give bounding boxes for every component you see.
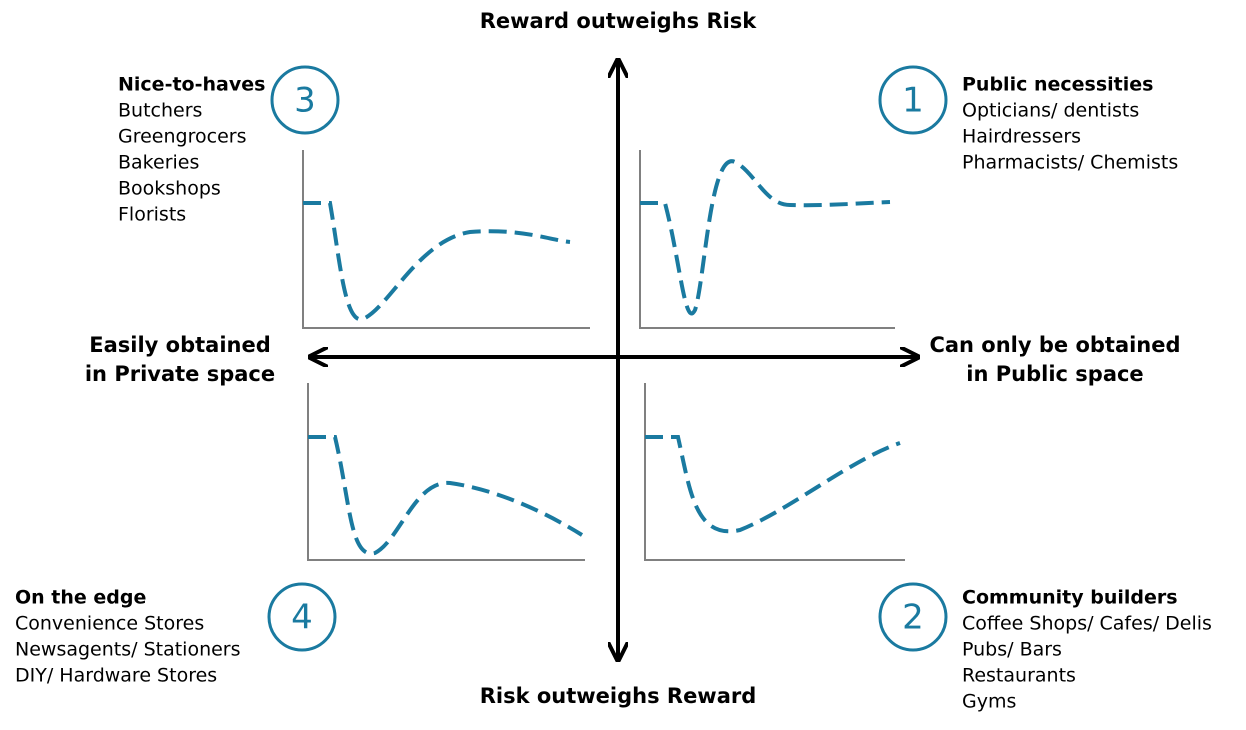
quadrant-item: Hairdressers [962, 126, 1081, 148]
quadrant-title: Community builders [962, 587, 1178, 609]
mini-chart [644, 383, 905, 561]
quadrant-item: Florists [118, 204, 186, 226]
axis-bottom-label: Risk outweighs Reward [480, 684, 757, 708]
axis-left-label: in Private space [85, 362, 275, 386]
quadrant-item: Gyms [962, 691, 1016, 713]
axis-right-label: in Public space [966, 362, 1143, 386]
axis-right-label: Can only be obtained [929, 333, 1180, 357]
quadrant-badge [267, 582, 337, 652]
quadrant-badge [878, 582, 948, 652]
quadrant-title: Nice-to-haves [118, 74, 265, 96]
mini-chart [302, 150, 590, 329]
quadrant-badge [270, 65, 340, 135]
quadrant-item: Bakeries [118, 152, 199, 174]
quadrant-item: Pharmacists/ Chemists [962, 152, 1178, 174]
quadrant-item: Greengrocers [118, 126, 246, 148]
quadrant-badge [878, 65, 948, 135]
axis-left-label: Easily obtained [89, 333, 271, 357]
quadrant-title: Public necessities [962, 74, 1153, 96]
quadrant-item: Restaurants [962, 665, 1076, 687]
quadrant-labels: 1 Public necessities Opticians/ dentists Ha… [15, 65, 1212, 713]
quadrant-number: 2 [902, 598, 924, 638]
quadrant-number: 1 [902, 81, 924, 121]
quadrant-number: 4 [291, 598, 313, 638]
axis-top-label: Reward outweighs Risk [480, 9, 758, 33]
quadrant-item: Bookshops [118, 178, 221, 200]
quadrant-item: Opticians/ dentists [962, 100, 1139, 122]
mini-chart [307, 383, 585, 561]
quadrant-item: Convenience Stores [15, 613, 204, 635]
quadrant-number: 3 [294, 81, 316, 121]
quadrant-item: Newsagents/ Stationers [15, 639, 241, 661]
quadrant-item: Pubs/ Bars [962, 639, 1062, 661]
quadrant-title: On the edge [15, 587, 146, 609]
quadrant-item: Coffee Shops/ Cafes/ Delis [962, 613, 1212, 635]
quadrant-item: DIY/ Hardware Stores [15, 665, 217, 687]
quadrant-item: Butchers [118, 100, 202, 122]
mini-chart [639, 150, 895, 329]
